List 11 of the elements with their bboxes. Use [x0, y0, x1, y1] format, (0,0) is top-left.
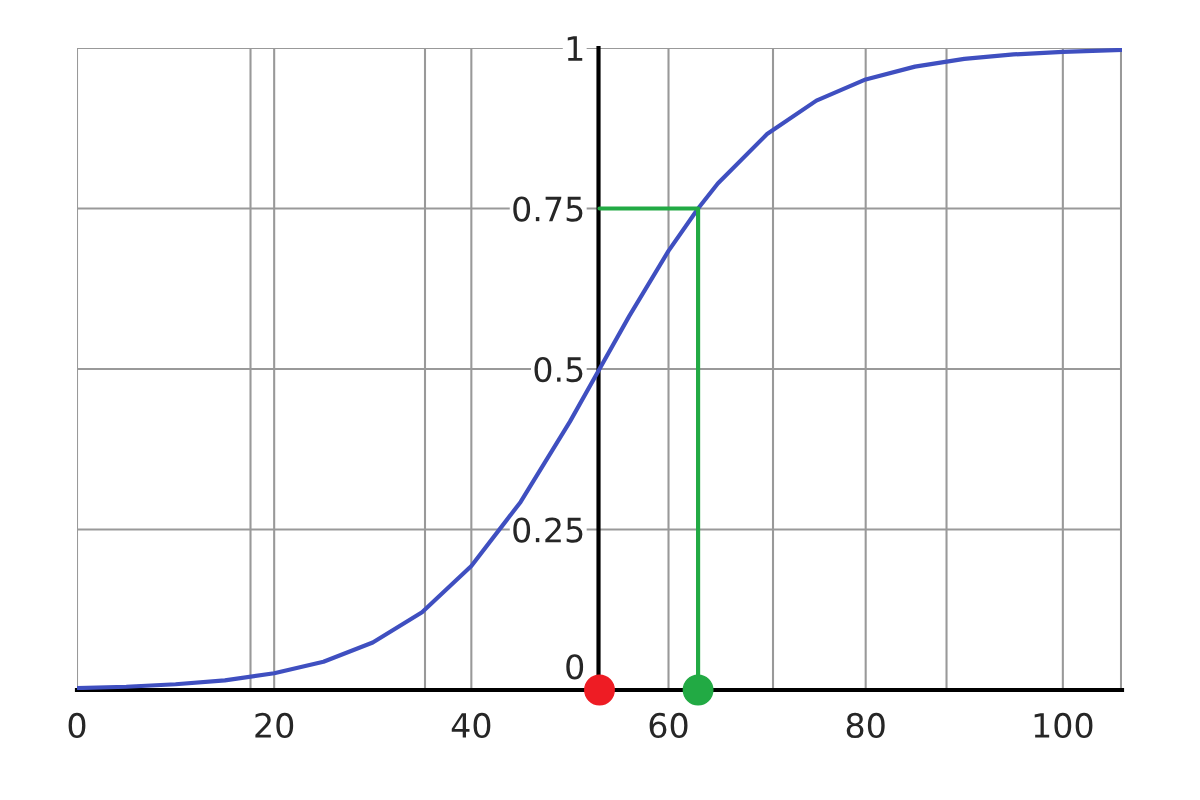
- x-tick-label: 20: [255, 712, 294, 739]
- x-tick-label: 100: [1034, 712, 1093, 739]
- y-tick-label: 0: [566, 654, 584, 680]
- x-tick-label: 60: [649, 712, 688, 739]
- y-tick-label: 1: [567, 36, 583, 61]
- y-tick-label: 0.75: [513, 196, 583, 222]
- y-tick-label: 0.5: [534, 356, 583, 383]
- x-tick-label: 80: [846, 712, 885, 739]
- x-tick-label: 0: [68, 712, 86, 739]
- y-tick-label: 0.25: [513, 517, 583, 543]
- x-tick-label: 40: [451, 712, 491, 739]
